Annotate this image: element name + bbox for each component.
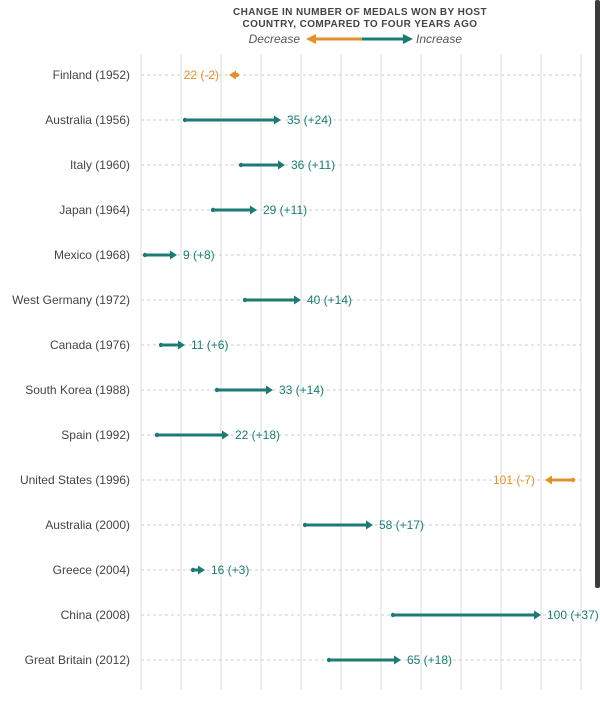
chart-row: Spain (1992) 22 (+18) bbox=[61, 428, 581, 442]
before-point bbox=[326, 657, 332, 663]
arrowhead bbox=[250, 205, 257, 215]
value-label: 101 (-7) bbox=[493, 473, 535, 487]
arrowhead bbox=[178, 340, 185, 350]
chart-row: Canada (1976) 11 (+6) bbox=[50, 338, 581, 352]
legend-decrease-label: Decrease bbox=[248, 32, 300, 46]
before-point bbox=[390, 612, 396, 618]
before-point bbox=[302, 522, 308, 528]
row-label: China (2008) bbox=[61, 608, 130, 622]
arrowhead bbox=[266, 385, 273, 395]
before-point bbox=[142, 252, 148, 258]
before-point bbox=[182, 117, 188, 123]
value-label: 36 (+11) bbox=[291, 158, 335, 172]
value-label: 35 (+24) bbox=[287, 113, 332, 127]
row-label: Greece (2004) bbox=[53, 563, 130, 577]
value-label: 11 (+6) bbox=[191, 338, 228, 352]
arrowhead bbox=[294, 295, 301, 305]
before-point bbox=[210, 207, 216, 213]
chart-row: Great Britain (2012) 65 (+18) bbox=[25, 653, 581, 667]
row-label: South Korea (1988) bbox=[25, 383, 130, 397]
chart-row: South Korea (1988) 33 (+14) bbox=[25, 383, 581, 397]
before-point bbox=[238, 162, 244, 168]
chart-row: Mexico (1968) 9 (+8) bbox=[54, 248, 581, 262]
before-point bbox=[570, 477, 576, 483]
value-label: 65 (+18) bbox=[407, 653, 452, 667]
arrowhead bbox=[198, 565, 205, 575]
legend-increase-arrowhead bbox=[403, 34, 413, 44]
value-label: 33 (+14) bbox=[279, 383, 324, 397]
before-point bbox=[158, 342, 164, 348]
arrowhead bbox=[274, 115, 281, 125]
grid bbox=[140, 55, 582, 690]
value-label: 100 (+37) bbox=[547, 608, 599, 622]
arrowhead bbox=[222, 430, 229, 440]
arrowhead bbox=[534, 610, 541, 620]
row-label: Great Britain (2012) bbox=[25, 653, 130, 667]
before-point bbox=[154, 432, 160, 438]
row-label: Japan (1964) bbox=[59, 203, 130, 217]
chart-row: United States (1996) 101 (-7) bbox=[20, 473, 581, 487]
chart-row: West Germany (1972) 40 (+14) bbox=[12, 293, 581, 307]
chart-row: Japan (1964) 29 (+11) bbox=[59, 203, 581, 217]
legend-arrows bbox=[306, 34, 413, 44]
arrowhead bbox=[394, 655, 401, 665]
chart-row: Australia (2000) 58 (+17) bbox=[45, 518, 581, 532]
value-label: 29 (+11) bbox=[263, 203, 307, 217]
before-point bbox=[190, 567, 196, 573]
chart-row: Greece (2004) 16 (+3) bbox=[53, 563, 581, 577]
arrowhead bbox=[278, 160, 285, 170]
scrollbar[interactable] bbox=[595, 0, 600, 588]
arrowhead bbox=[366, 520, 373, 530]
row-label: Italy (1960) bbox=[70, 158, 130, 172]
value-label: 9 (+8) bbox=[183, 248, 215, 262]
arrowhead bbox=[545, 475, 552, 485]
value-label: 22 (+18) bbox=[235, 428, 280, 442]
legend-decrease-arrowhead bbox=[306, 34, 316, 44]
before-point bbox=[214, 387, 220, 393]
chart-row: Italy (1960) 36 (+11) bbox=[70, 158, 581, 172]
row-label: Finland (1952) bbox=[53, 68, 130, 82]
value-label: 22 (-2) bbox=[184, 68, 219, 82]
row-label: Canada (1976) bbox=[50, 338, 130, 352]
row-label: West Germany (1972) bbox=[12, 293, 130, 307]
arrowhead bbox=[170, 250, 177, 260]
row-label: Australia (2000) bbox=[45, 518, 130, 532]
row-label: United States (1996) bbox=[20, 473, 130, 487]
value-label: 40 (+14) bbox=[307, 293, 352, 307]
chart-row: China (2008) 100 (+37) bbox=[61, 608, 599, 622]
legend-increase-label: Increase bbox=[416, 32, 463, 46]
row-label: Mexico (1968) bbox=[54, 248, 130, 262]
chart-row: Finland (1952) 22 (-2) bbox=[53, 68, 581, 82]
row-label: Spain (1992) bbox=[61, 428, 130, 442]
row-label: Australia (1956) bbox=[45, 113, 130, 127]
chart-row: Australia (1956) 35 (+24) bbox=[45, 113, 581, 127]
value-label: 16 (+3) bbox=[211, 563, 249, 577]
before-point bbox=[242, 297, 248, 303]
value-label: 58 (+17) bbox=[379, 518, 424, 532]
chart-rows: Finland (1952) 22 (-2) Australia (1956) 35 … bbox=[12, 68, 599, 667]
arrowhead bbox=[229, 70, 236, 80]
legend-title: CHANGE IN NUMBER OF MEDALS WON BY HOST C… bbox=[233, 7, 487, 30]
